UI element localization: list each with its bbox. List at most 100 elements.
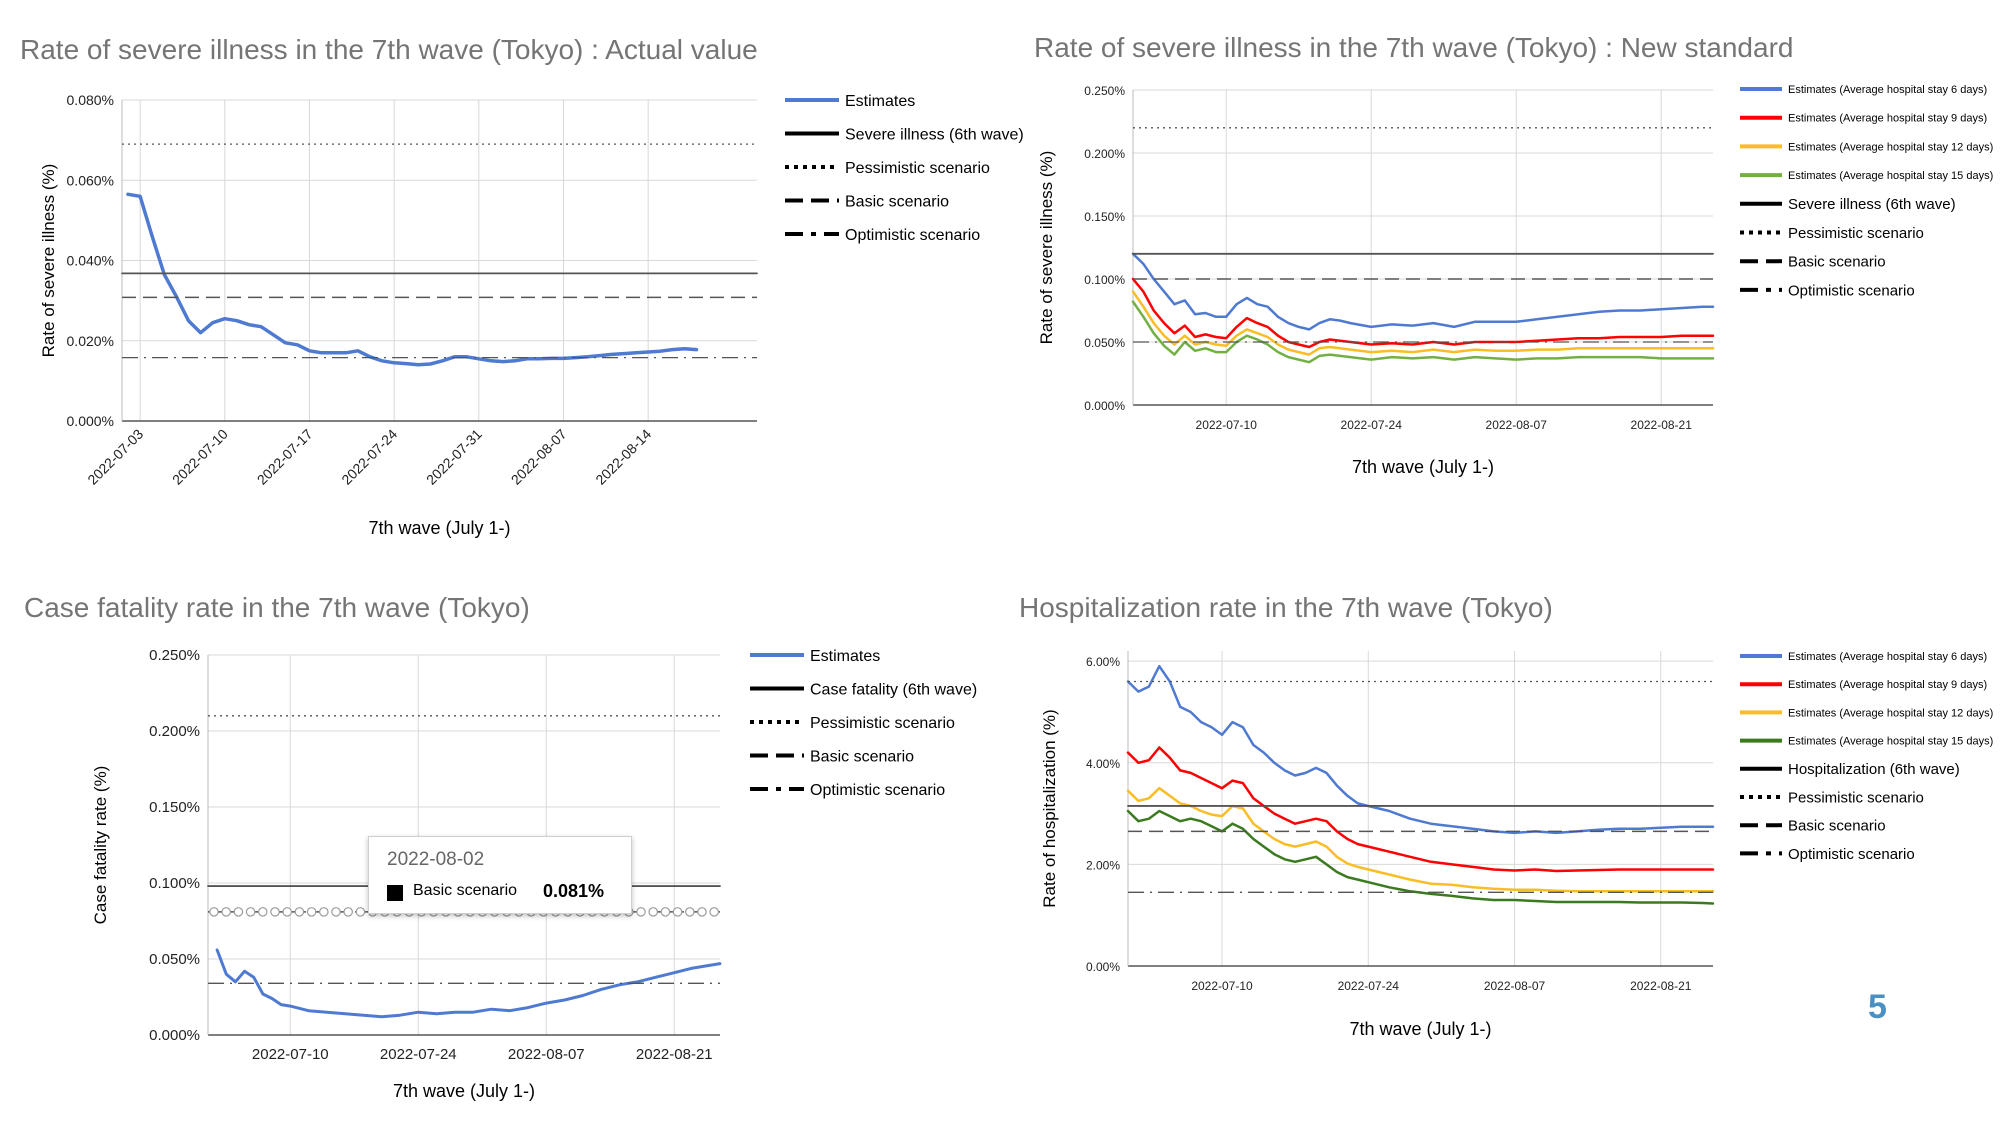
hover-point <box>282 907 292 917</box>
y-tick-label: 0.100% <box>1084 273 1125 287</box>
hover-point <box>684 907 695 917</box>
x-tick-label: 2022-07-24 <box>1338 979 1400 993</box>
legend-label: Estimates (Average hospital stay 12 days… <box>1788 141 1993 153</box>
chart-c4: 0.00% 2.00% 4.00% 6.00% 2022-07-10 2022-07-24… <box>1040 651 1993 1039</box>
hover-point <box>636 907 646 917</box>
x-tick-label: 2022-07-10 <box>252 1046 329 1063</box>
legend-label: Estimates (Average hospital stay 15 days… <box>1788 736 1993 748</box>
x-tick-label: 2022-08-07 <box>1484 979 1546 993</box>
tooltip-label: Basic scenario <box>413 882 518 899</box>
series-line-estimate <box>1126 809 1715 905</box>
x-axis-label: 7th wave (July 1-) <box>1352 457 1494 477</box>
legend-label: Estimates <box>810 648 880 665</box>
chart-title: Rate of severe illness in the 7th wave (… <box>1034 32 1794 63</box>
x-tick-label: 2022-07-24 <box>338 426 400 488</box>
x-tick-label: 2022-07-03 <box>84 426 146 488</box>
legend-label: Optimistic scenario <box>1788 846 1915 863</box>
tooltip-date: 2022-08-02 <box>387 849 485 870</box>
legend-label: Pessimistic scenario <box>845 160 990 177</box>
chart-c2: 0.000% 0.050% 0.100% 0.150% 0.200% 0.250% 2022… <box>1037 84 1993 477</box>
chart-c1: 0.000% 0.020% 0.040% 0.060% 0.080% 2022-07-03… <box>39 92 1024 538</box>
series-line-estimate <box>1131 300 1715 364</box>
x-tick-label: 2022-08-07 <box>1486 418 1548 432</box>
legend-label: Estimates <box>845 93 915 110</box>
y-tick-label: 0.060% <box>67 172 114 188</box>
y-tick-label: 0.000% <box>1084 399 1125 413</box>
legend-label: Estimates (Average hospital stay 15 days… <box>1788 170 1993 182</box>
y-axis-label: Rate of hospitalization (%) <box>1040 709 1059 907</box>
series-line-estimate <box>1131 277 1715 349</box>
legend-label: Optimistic scenario <box>1788 282 1915 299</box>
legend-label: Pessimistic scenario <box>810 715 955 732</box>
legend-label: Case fatality (6th wave) <box>810 681 977 698</box>
y-tick-label: 0.000% <box>67 413 114 429</box>
hover-point <box>294 907 305 917</box>
hover-point <box>306 907 317 917</box>
y-tick-label: 0.000% <box>149 1027 200 1044</box>
legend-label: Estimates (Average hospital stay 9 days) <box>1788 679 1987 691</box>
y-tick-label: 4.00% <box>1086 757 1120 771</box>
hover-point <box>660 907 671 917</box>
legend-label: Basic scenario <box>810 748 914 765</box>
y-axis-label: Rate of severe illness (%) <box>39 164 58 358</box>
legend-label: Basic scenario <box>1788 254 1886 271</box>
legend-label: Optimistic scenario <box>845 227 980 244</box>
series-line-estimate <box>215 948 722 1019</box>
y-axis-label: Case fatality rate (%) <box>91 766 110 925</box>
chart-c3: 0.000% 0.050% 0.100% 0.150% 0.200% 0.250% 2022… <box>91 647 977 1101</box>
x-tick-label: 2022-07-10 <box>1196 418 1258 432</box>
hover-point <box>672 907 683 917</box>
hover-point <box>697 907 707 917</box>
tooltip-swatch <box>387 885 403 901</box>
y-tick-label: 0.250% <box>149 647 200 664</box>
y-tick-label: 0.200% <box>149 723 200 740</box>
hover-point <box>221 907 231 917</box>
x-tick-label: 2022-07-17 <box>254 426 316 488</box>
legend-label: Estimates (Average hospital stay 9 days) <box>1788 113 1987 125</box>
legend-label: Hospitalization (6th wave) <box>1788 761 1960 778</box>
x-tick-label: 2022-08-14 <box>592 426 654 488</box>
hover-point <box>343 907 353 917</box>
hover-point <box>355 907 366 917</box>
y-tick-label: 0.250% <box>1084 84 1125 98</box>
x-tick-label: 2022-07-24 <box>380 1046 457 1063</box>
y-tick-label: 0.150% <box>1084 210 1125 224</box>
series-line-estimate <box>126 192 699 367</box>
tooltip-value: 0.081% <box>543 881 605 901</box>
legend-label: Severe illness (6th wave) <box>845 126 1024 143</box>
series-line-estimate <box>1126 664 1715 835</box>
y-tick-label: 0.050% <box>149 951 200 968</box>
series-line-estimate <box>1126 786 1715 893</box>
x-tick-label: 2022-08-21 <box>1630 979 1692 993</box>
x-tick-label: 2022-07-31 <box>423 426 485 488</box>
y-tick-label: 2.00% <box>1086 858 1120 872</box>
legend-label: Basic scenario <box>845 193 949 210</box>
y-tick-label: 0.00% <box>1086 960 1120 974</box>
y-tick-label: 6.00% <box>1086 655 1120 669</box>
x-tick-label: 2022-07-10 <box>169 426 231 488</box>
series-line-estimate <box>1131 252 1715 331</box>
y-tick-label: 0.200% <box>1084 147 1125 161</box>
legend-label: Pessimistic scenario <box>1788 225 1924 242</box>
hover-point <box>331 907 341 917</box>
y-tick-label: 0.040% <box>67 253 114 269</box>
hover-point <box>318 907 329 917</box>
hover-point <box>648 907 658 917</box>
legend-label: Estimates (Average hospital stay 6 days) <box>1788 651 1987 663</box>
x-tick-label: 2022-07-10 <box>1191 979 1253 993</box>
x-axis-label: 7th wave (July 1-) <box>393 1081 535 1101</box>
chart-title: Hospitalization rate in the 7th wave (To… <box>1019 592 1553 623</box>
hover-point <box>245 907 256 917</box>
hover-point <box>209 907 219 917</box>
legend-label: Estimates (Average hospital stay 12 days… <box>1788 707 1993 719</box>
series-line-estimate <box>1126 746 1715 873</box>
legend-label: Pessimistic scenario <box>1788 789 1924 806</box>
x-axis-label: 7th wave (July 1-) <box>368 518 510 538</box>
x-tick-label: 2022-08-21 <box>1631 418 1693 432</box>
x-axis-label: 7th wave (July 1-) <box>1349 1019 1491 1039</box>
y-tick-label: 0.150% <box>149 799 200 816</box>
hover-point <box>709 907 719 917</box>
y-axis-label: Rate of severe illness (%) <box>1037 151 1056 345</box>
x-tick-label: 2022-08-07 <box>508 1046 585 1063</box>
